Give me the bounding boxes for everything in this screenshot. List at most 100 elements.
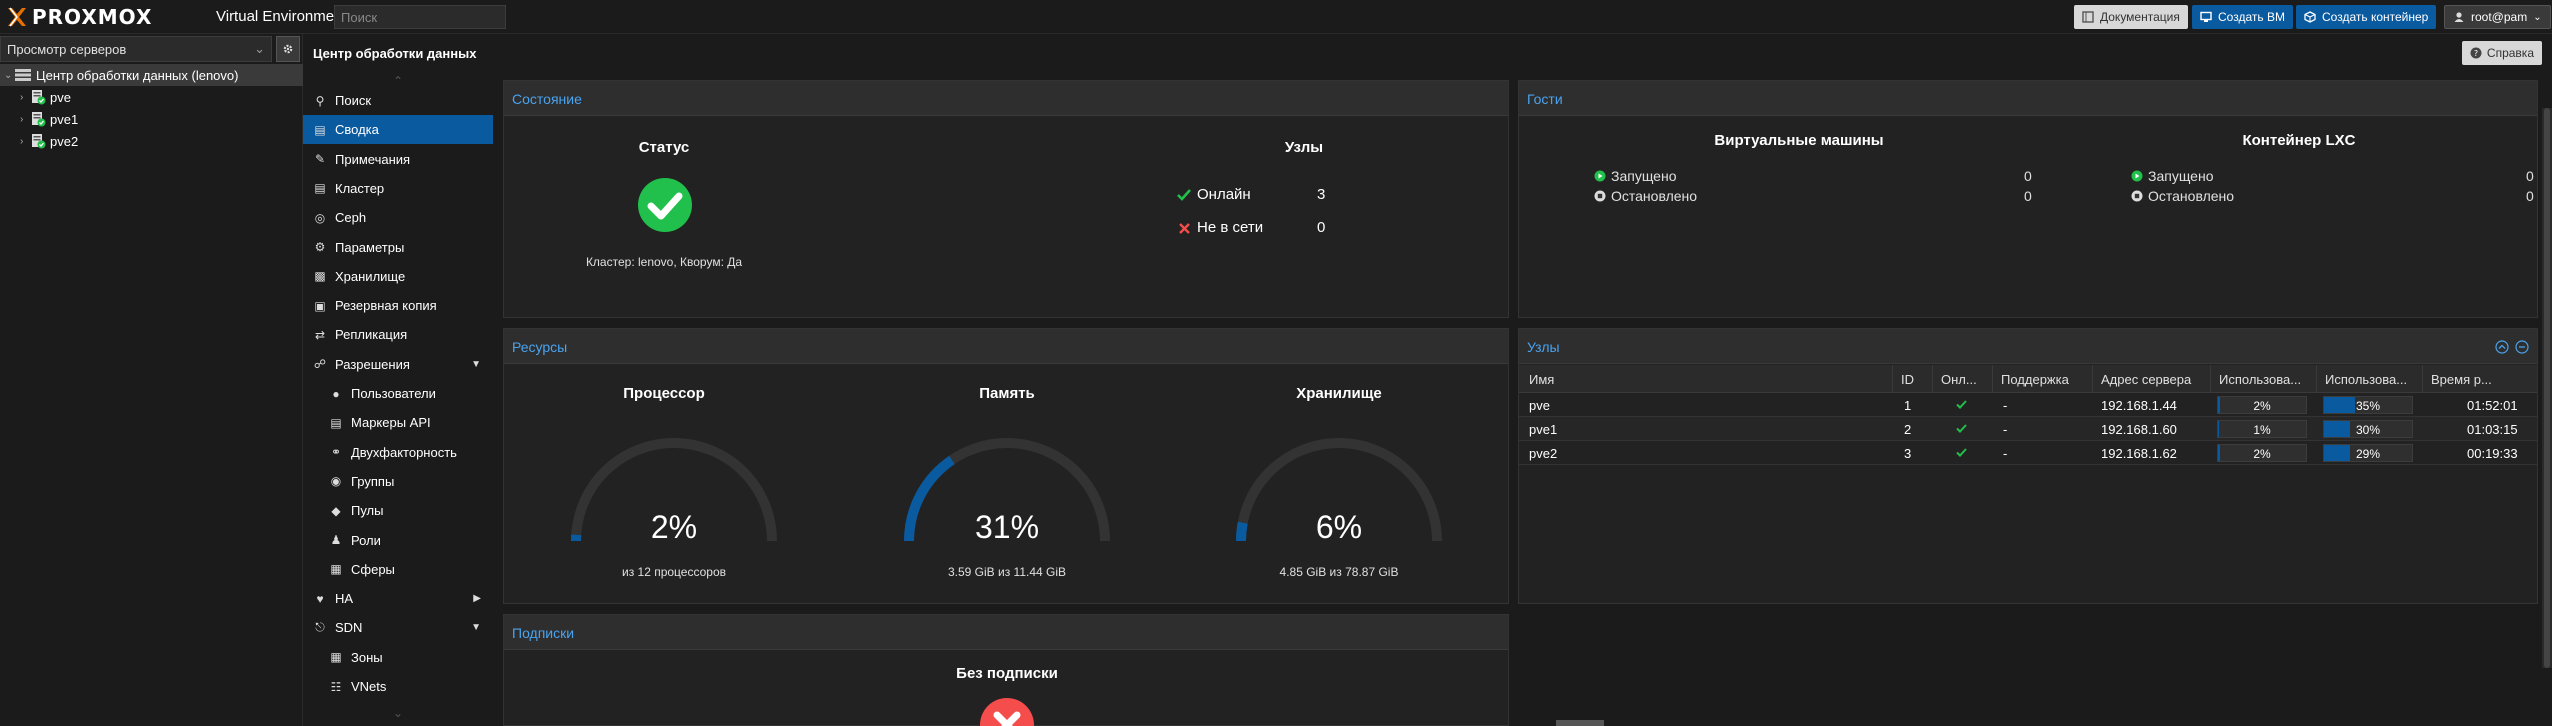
- vm-stopped-label: Остановлено: [1611, 188, 1698, 204]
- column-header[interactable]: Онл...: [1941, 372, 1977, 387]
- resources-panel: Ресурсы Процессор 2% из 12 процессоров П…: [503, 328, 1509, 604]
- table-row[interactable]: pve1 2 - 192.168.1.60 1% 30% 01:03:15: [1519, 417, 2537, 441]
- lxc-stopped-label: Остановлено: [2148, 188, 2235, 204]
- server-online-icon: [32, 112, 46, 127]
- user-menu-button[interactable]: root@pam ⌄: [2444, 5, 2551, 29]
- column-header[interactable]: Использова...: [2219, 372, 2302, 387]
- view-selector[interactable]: Просмотр серверов ⌄: [0, 36, 272, 62]
- server-icon: ▤: [314, 181, 326, 196]
- resource-tree-panel: Просмотр серверов ⌄ ⌄ Центр обработки да…: [0, 34, 303, 726]
- collapse-icon[interactable]: [2495, 340, 2509, 354]
- expand-right-icon[interactable]: ▶: [473, 593, 481, 605]
- nav-item-19[interactable]: ▦ Зоны: [303, 643, 493, 672]
- content-scrollbar[interactable]: [2542, 108, 2552, 668]
- scroll-up-icon[interactable]: ⌃: [393, 74, 404, 88]
- nav-item-4[interactable]: ◎ Ceph: [303, 203, 493, 232]
- expand-down-icon[interactable]: ▼: [471, 622, 481, 634]
- create-vm-button[interactable]: Создать ВМ: [2192, 5, 2293, 29]
- nav-item-1[interactable]: ▤ Сводка: [303, 115, 493, 145]
- tree-item-pve[interactable]: › pve: [0, 86, 303, 108]
- nav-item-2[interactable]: ✎ Примечания: [303, 145, 493, 174]
- nav-item-11[interactable]: ▤ Маркеры API: [303, 408, 493, 437]
- chevron-down-icon[interactable]: ⌄: [4, 69, 13, 81]
- minimize-icon[interactable]: [2515, 340, 2529, 354]
- status-panel-title: Состояние: [504, 81, 1508, 116]
- nav-item-label: Роли: [351, 532, 381, 548]
- tree-item-pve1[interactable]: › pve1: [0, 108, 303, 130]
- chevron-right-icon[interactable]: ›: [20, 113, 24, 125]
- create-vm-label: Создать ВМ: [2218, 10, 2285, 24]
- lxc-running-count: 0: [2526, 168, 2534, 184]
- nav-item-17[interactable]: ♥ HA ▶: [303, 584, 493, 613]
- nav-item-20[interactable]: ☷ VNets: [303, 672, 493, 701]
- documentation-button[interactable]: Документация: [2074, 5, 2188, 29]
- nav-item-9[interactable]: ☍ Разрешения ▼: [303, 350, 493, 379]
- node-id: 1: [1904, 398, 1912, 413]
- nav-item-13[interactable]: ◉ Группы: [303, 467, 493, 496]
- nav-item-10[interactable]: ● Пользователи: [303, 379, 493, 408]
- search-input[interactable]: Поиск: [334, 5, 506, 29]
- gear-icon: [283, 44, 293, 54]
- offline-count: 0: [1317, 219, 1326, 236]
- resources-panel-title: Ресурсы: [504, 329, 1508, 364]
- column-header[interactable]: Использова...: [2325, 372, 2408, 387]
- nav-item-14[interactable]: ◆ Пулы: [303, 496, 493, 525]
- nav-item-16[interactable]: ▦ Сферы: [303, 555, 493, 584]
- column-header[interactable]: Имя: [1529, 372, 1555, 387]
- table-row[interactable]: pve2 3 - 192.168.1.62 2% 29% 00:19:33: [1519, 441, 2537, 465]
- nav-item-18[interactable]: ⎋ SDN ▼: [303, 613, 493, 642]
- cpu-usage-text: 1%: [2253, 423, 2271, 437]
- nav-item-15[interactable]: ♟ Роли: [303, 526, 493, 555]
- nav-item-label: Резервная копия: [335, 298, 437, 314]
- memory-usage-bar: 29%: [2323, 444, 2413, 462]
- create-ct-button[interactable]: Создать контейнер: [2296, 5, 2437, 29]
- datacenter-icon: [15, 69, 31, 81]
- nav-item-label: VNets: [351, 679, 387, 694]
- scrollbar-thumb[interactable]: [2544, 108, 2550, 668]
- table-row[interactable]: pve 1 - 192.168.1.44 2% 35% 01:52:01: [1519, 393, 2537, 417]
- online-count: 3: [1317, 186, 1326, 203]
- nav-item-3[interactable]: ▤ Кластер: [303, 174, 493, 203]
- node-name: pve1: [1529, 422, 1558, 437]
- status-panel: Состояние Статус Кластер: lenovo, Кворум…: [503, 80, 1509, 318]
- sitemap-icon: ⎋: [315, 620, 325, 635]
- tree-item-pve2[interactable]: › pve2: [0, 130, 303, 152]
- server-online-icon: [32, 90, 46, 105]
- database-icon: ▩: [314, 269, 326, 284]
- tree-item-datacenter[interactable]: ⌄ Центр обработки данных (lenovo): [0, 64, 303, 86]
- nav-item-12[interactable]: ⚭ Двухфакторность: [303, 438, 493, 467]
- tree-item-label: pve1: [50, 111, 79, 127]
- chevron-right-icon[interactable]: ›: [20, 135, 24, 147]
- nav-item-7[interactable]: ▣ Резервная копия: [303, 291, 493, 320]
- book-icon: [2082, 11, 2094, 23]
- cpu-usage-text: 2%: [2253, 399, 2271, 413]
- resource-tree: ⌄ Центр обработки данных (lenovo) › pve …: [0, 64, 303, 152]
- play-circle-icon: [1594, 170, 1606, 182]
- check-icon: [1956, 448, 1967, 457]
- notes-icon: ✎: [314, 152, 326, 167]
- nav-item-label: Примечания: [335, 151, 411, 167]
- resize-handle[interactable]: [1556, 720, 1604, 726]
- chevron-right-icon[interactable]: ›: [20, 91, 24, 103]
- help-button[interactable]: ? Справка: [2461, 41, 2542, 65]
- nav-item-label: HA: [335, 591, 354, 607]
- nav-item-0[interactable]: ⚲ Поиск: [303, 86, 493, 115]
- subscriptions-panel: Подписки Без подписки: [503, 614, 1509, 726]
- column-header[interactable]: Адрес сервера: [2101, 372, 2192, 387]
- proxmox-logo[interactable]: PROXMOX: [6, 4, 152, 30]
- expand-down-icon[interactable]: ▼: [471, 358, 481, 370]
- column-header[interactable]: Поддержка: [2001, 372, 2069, 387]
- memory-usage-text: 30%: [2355, 423, 2381, 437]
- storage-value: 6%: [1315, 509, 1363, 545]
- column-header[interactable]: ID: [1901, 372, 1914, 387]
- nav-item-6[interactable]: ▩ Хранилище: [303, 262, 493, 291]
- scroll-down-icon[interactable]: ⌄: [393, 706, 404, 720]
- nav-item-label: Репликация: [335, 327, 408, 343]
- floppy-icon: ▣: [314, 298, 326, 313]
- column-header[interactable]: Время р...: [2431, 372, 2492, 387]
- tree-settings-button[interactable]: [276, 36, 300, 62]
- nav-item-5[interactable]: ⚙ Параметры: [303, 233, 493, 262]
- nav-item-8[interactable]: ⇄ Репликация: [303, 320, 493, 349]
- tree-item-label: pve: [50, 89, 71, 105]
- play-circle-icon: [2131, 170, 2143, 182]
